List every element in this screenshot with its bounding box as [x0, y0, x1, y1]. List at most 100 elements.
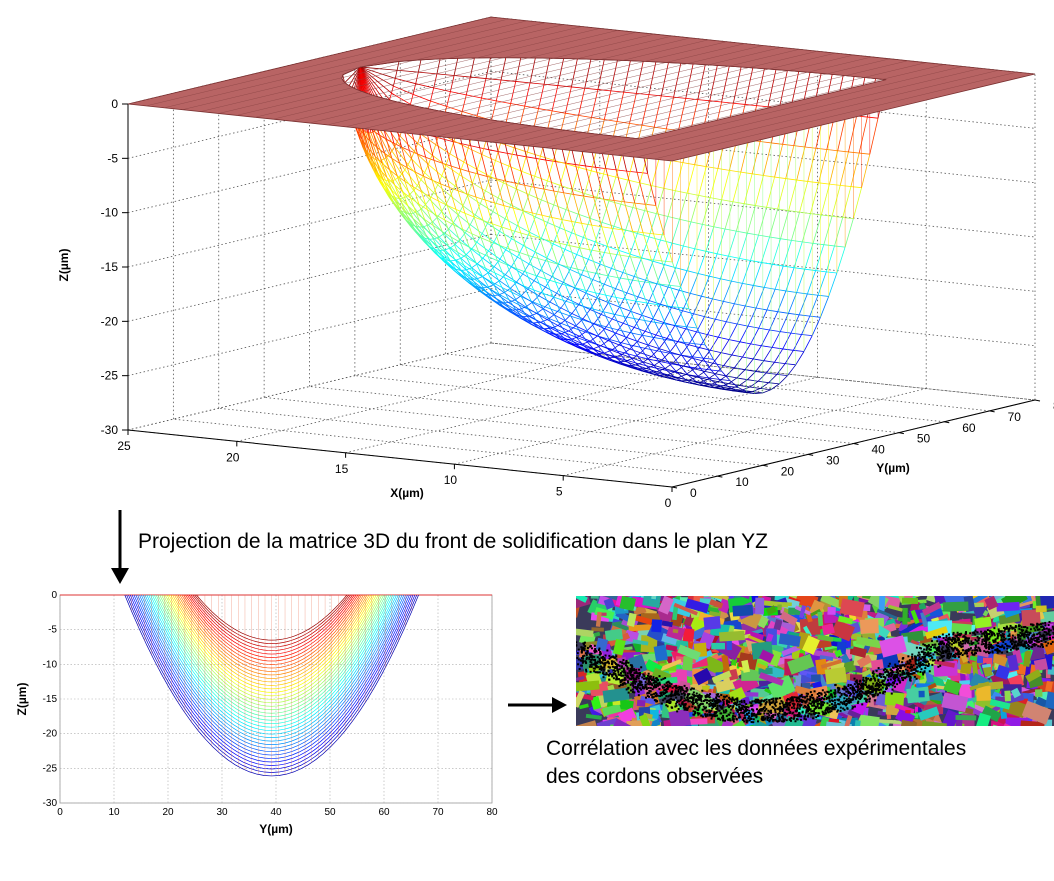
surface-mesh	[630, 310, 642, 316]
surface-mesh	[389, 169, 395, 185]
grain	[1000, 503, 1007, 510]
surface-mesh	[589, 249, 599, 274]
surface-mesh	[453, 58, 459, 76]
grain-boundary	[585, 668, 588, 671]
surface-mesh	[535, 158, 546, 161]
surface-mesh	[391, 85, 394, 94]
grain	[723, 576, 746, 595]
grain	[964, 579, 983, 591]
grain	[753, 574, 767, 591]
grain	[619, 596, 637, 612]
grain	[600, 582, 624, 595]
grain	[575, 575, 590, 581]
grain-boundary	[1030, 640, 1033, 643]
surface-mesh	[629, 93, 637, 124]
grain	[938, 588, 944, 593]
surface-mesh	[668, 363, 678, 373]
surface-mesh	[565, 333, 574, 343]
z-tick-label: -25	[101, 369, 119, 383]
surface-mesh	[571, 232, 584, 238]
grain-boundary	[941, 633, 944, 636]
grain	[909, 773, 936, 794]
grain-boundary	[707, 695, 710, 698]
grain-boundary	[1040, 625, 1043, 628]
surface-mesh	[394, 179, 407, 197]
surface-mesh	[518, 252, 527, 273]
grain	[1021, 609, 1041, 627]
grain	[856, 565, 863, 571]
surface-mesh	[702, 357, 712, 371]
grain	[600, 799, 610, 816]
surface-mesh	[546, 257, 559, 265]
surface-mesh	[600, 345, 612, 351]
surface-mesh	[501, 287, 512, 293]
surface-mesh	[785, 145, 795, 179]
surface-mesh	[595, 292, 604, 312]
grain-boundary	[881, 686, 884, 689]
grain-boundary	[865, 700, 868, 703]
surface-mesh	[685, 379, 694, 385]
surface-mesh	[635, 364, 647, 369]
surface-mesh	[444, 249, 456, 261]
grain	[912, 582, 921, 589]
grain-boundary	[862, 687, 865, 690]
grain	[874, 476, 892, 489]
grain-boundary	[755, 716, 758, 719]
surface-mesh	[372, 130, 378, 148]
surface-mesh	[706, 166, 718, 169]
grain	[705, 606, 720, 613]
grain	[631, 570, 641, 579]
surface-mesh	[676, 372, 686, 380]
surface-mesh	[370, 131, 373, 134]
surface-mesh	[489, 288, 497, 299]
surface-mesh	[410, 197, 420, 205]
surface-mesh	[593, 345, 601, 350]
surface-mesh	[423, 176, 431, 197]
grain-boundary	[926, 654, 929, 657]
surface-mesh	[505, 180, 516, 184]
grain	[954, 794, 977, 816]
grain	[1004, 690, 1012, 702]
surface-mesh	[482, 276, 494, 286]
grain-boundary	[805, 700, 808, 703]
grain-boundary	[593, 644, 596, 647]
surface-mesh	[557, 320, 566, 326]
grain	[996, 601, 1020, 612]
grain	[1008, 531, 1025, 546]
surface-mesh	[604, 283, 616, 290]
surface-mesh	[869, 118, 879, 155]
surface-mesh	[607, 275, 619, 279]
surface-mesh	[391, 158, 398, 176]
grain	[897, 576, 915, 594]
surface-mesh	[450, 236, 461, 243]
surface-mesh	[494, 202, 503, 228]
surface-mesh	[608, 288, 616, 303]
grain	[691, 854, 702, 863]
surface-mesh	[605, 168, 615, 201]
grain	[1045, 680, 1053, 692]
surface-mesh	[443, 261, 450, 267]
surface-mesh	[528, 194, 542, 201]
surface-mesh	[688, 308, 698, 329]
grain-boundary	[648, 692, 651, 695]
surface-mesh	[597, 297, 609, 303]
grain-boundary	[581, 659, 584, 662]
surface-mesh	[681, 354, 691, 368]
surface-mesh	[518, 251, 529, 256]
surface-mesh	[476, 154, 483, 170]
grain-boundary	[977, 642, 980, 645]
grain	[969, 655, 978, 662]
surface-mesh	[430, 87, 435, 102]
grain-boundary	[624, 678, 627, 681]
surface-mesh	[533, 321, 541, 324]
surface-mesh	[811, 317, 821, 336]
surface-mesh	[671, 353, 680, 366]
surface-mesh	[665, 323, 674, 342]
surface-mesh	[368, 132, 380, 161]
grain	[995, 738, 1015, 755]
grain-boundary	[815, 700, 818, 703]
plate-mesh	[146, 18, 510, 107]
surface-mesh	[659, 374, 668, 376]
grain	[817, 611, 824, 627]
surface-mesh	[641, 124, 655, 128]
